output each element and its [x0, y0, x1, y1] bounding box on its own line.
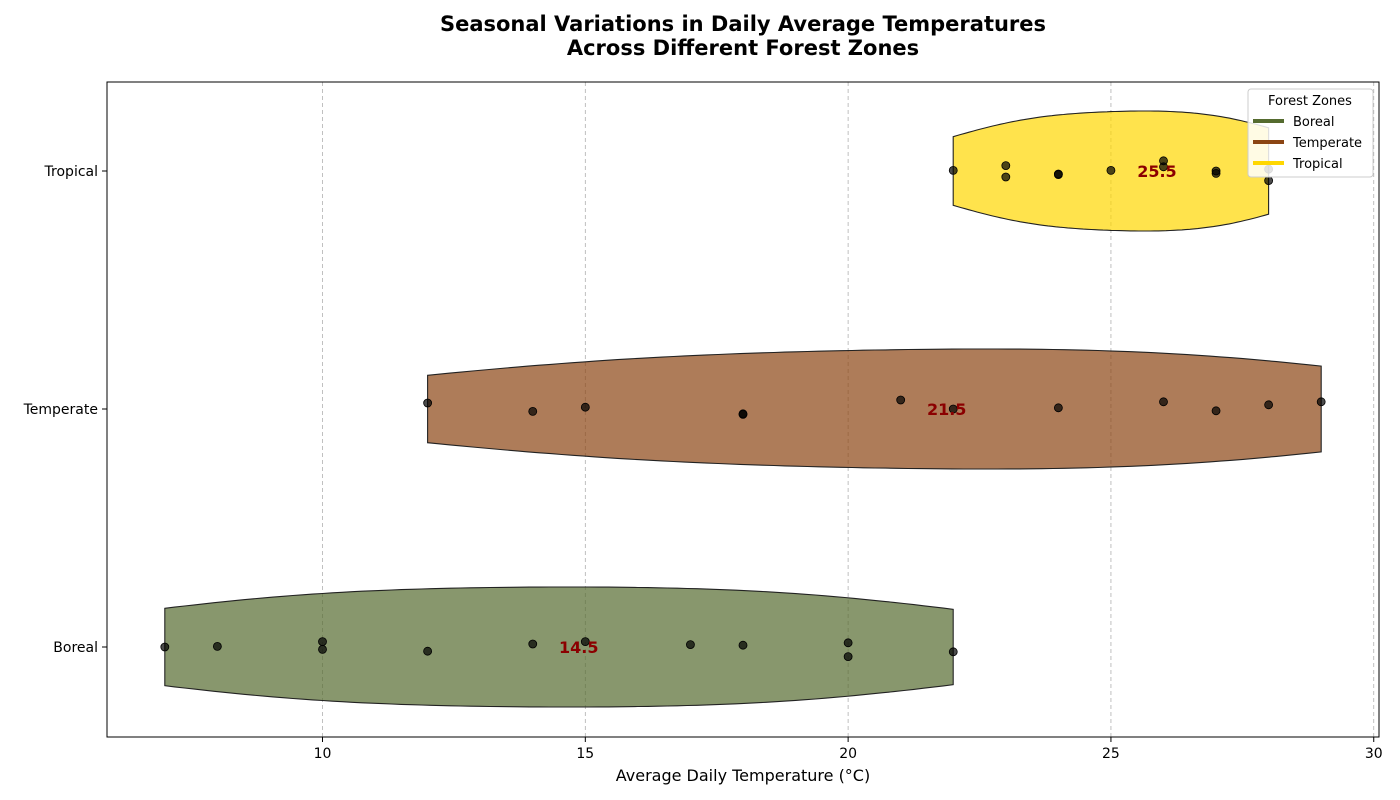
- data-point-boreal-1: [212, 642, 222, 651]
- data-point-boreal-7: [686, 640, 695, 649]
- data-point-tropical-2: [1001, 172, 1011, 182]
- data-point-boreal-9: [843, 638, 853, 648]
- median-label-boreal: 14.5: [559, 638, 598, 657]
- data-point-boreal-6: [580, 637, 590, 646]
- data-points: [160, 156, 1326, 661]
- median-label-temperate: 21.5: [927, 400, 966, 419]
- median-label-tropical: 25.5: [1137, 162, 1176, 181]
- y-tick-label-temperate: Temperate: [23, 402, 98, 418]
- data-point-tropical-7: [1159, 162, 1168, 172]
- data-point-temperate-4: [738, 409, 748, 419]
- data-point-boreal-2: [318, 637, 327, 646]
- y-tick-label-boreal: Boreal: [53, 640, 98, 656]
- data-point-tropical-4: [1053, 170, 1063, 180]
- data-point-boreal-0: [160, 642, 170, 652]
- chart-title-line-1: Seasonal Variations in Daily Average Tem…: [440, 12, 1046, 36]
- y-tick-label-tropical: Tropical: [44, 164, 98, 180]
- legend-label-temperate: Temperate: [1292, 136, 1362, 151]
- x-tick-label-25: 25: [1102, 746, 1120, 762]
- y-axis-ticks: Boreal Temperate Tropical: [23, 164, 107, 656]
- chart-title-line-2: Across Different Forest Zones: [567, 36, 919, 60]
- data-point-temperate-0: [423, 398, 433, 408]
- x-axis-ticks: 10 15 20 25 30: [314, 737, 1383, 762]
- data-point-tropical-5: [1106, 165, 1116, 175]
- data-point-temperate-7: [1053, 403, 1063, 413]
- x-tick-label-30: 30: [1365, 746, 1383, 762]
- data-point-temperate-6: [948, 404, 958, 414]
- data-point-boreal-11: [948, 647, 958, 657]
- legend-box: [1247, 88, 1374, 178]
- violin-boreal: [164, 586, 954, 708]
- data-point-temperate-11: [1316, 397, 1326, 407]
- data-point-temperate-9: [1211, 406, 1221, 416]
- legend: Forest Zones Boreal Temperate Tropical: [1247, 88, 1374, 178]
- data-point-boreal-10: [843, 652, 853, 661]
- x-tick-label-10: 10: [314, 746, 332, 762]
- legend-title: Forest Zones: [1268, 94, 1352, 109]
- data-point-temperate-8: [1159, 397, 1168, 407]
- data-point-temperate-5: [896, 395, 906, 405]
- data-point-tropical-0: [948, 165, 958, 175]
- data-point-temperate-1: [528, 406, 538, 416]
- data-point-tropical-10: [1264, 176, 1274, 186]
- violin-temperate: [427, 348, 1322, 470]
- x-tick-label-15: 15: [576, 746, 594, 762]
- legend-entries: Boreal Temperate Tropical: [1253, 115, 1362, 172]
- data-point-boreal-8: [738, 640, 748, 650]
- x-tick-label-20: 20: [839, 746, 857, 762]
- data-point-tropical-1: [1001, 161, 1011, 171]
- x-axis-label: Average Daily Temperature (°C): [616, 766, 870, 785]
- data-point-boreal-5: [528, 639, 538, 649]
- data-point-temperate-10: [1264, 400, 1274, 410]
- legend-label-boreal: Boreal: [1293, 115, 1335, 130]
- data-point-boreal-3: [318, 645, 327, 654]
- data-point-tropical-9: [1211, 168, 1221, 178]
- legend-label-tropical: Tropical: [1292, 157, 1343, 172]
- median-labels: 14.5 21.5 25.5: [559, 162, 1177, 657]
- data-point-boreal-4: [423, 646, 433, 656]
- data-point-temperate-2: [580, 402, 590, 412]
